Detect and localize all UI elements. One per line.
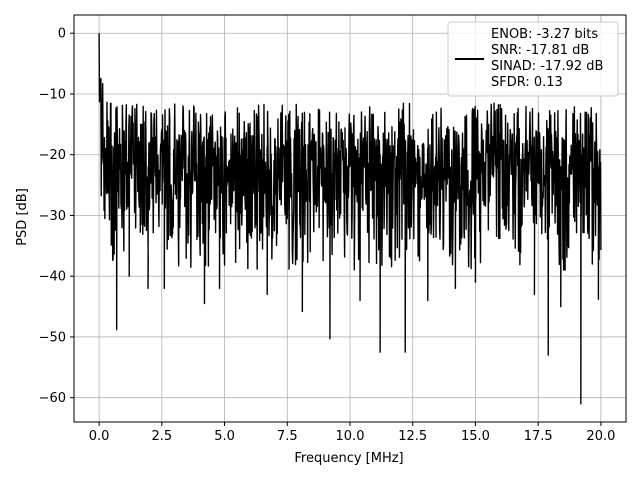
- y-axis-label: PSD [dB]: [15, 188, 30, 246]
- y-tick-label: −30: [39, 209, 66, 224]
- y-axis: 0 −10 −20 −30 −40 −50 −60: [39, 27, 74, 406]
- series-line: [98, 33, 602, 405]
- y-tick-label: 0: [58, 27, 66, 42]
- series-layer: [98, 33, 602, 405]
- y-tick-label: −50: [39, 330, 66, 345]
- y-tick-label: −20: [39, 148, 66, 163]
- x-tick-label: 10.0: [336, 429, 365, 444]
- legend-entry-sinad: SINAD: -17.92 dB: [491, 59, 603, 74]
- x-tick-label: 20.0: [586, 429, 615, 444]
- x-tick-label: 17.5: [524, 429, 553, 444]
- legend: ENOB: -3.27 bits SNR: -17.81 dB SINAD: -…: [447, 21, 619, 97]
- legend-entry-snr: SNR: -17.81 dB: [491, 43, 589, 58]
- y-tick-label: −60: [39, 391, 66, 406]
- x-tick-label: 12.5: [398, 429, 427, 444]
- legend-entry-enob: ENOB: -3.27 bits: [491, 27, 598, 42]
- y-tick-label: −10: [39, 87, 66, 102]
- x-axis-label: Frequency [MHz]: [294, 451, 403, 466]
- x-tick-label: 15.0: [461, 429, 490, 444]
- x-axis: 0.0 2.5 5.0 7.5 10.0 12.5 15.0 17.5 20.0: [89, 422, 615, 444]
- x-tick-label: 0.0: [89, 429, 110, 444]
- x-tick-label: 7.5: [277, 429, 298, 444]
- legend-box: [447, 21, 619, 97]
- x-tick-label: 5.0: [214, 429, 235, 444]
- y-tick-label: −40: [39, 270, 66, 285]
- x-tick-label: 2.5: [151, 429, 172, 444]
- legend-entry-sfdr: SFDR: 0.13: [491, 75, 563, 90]
